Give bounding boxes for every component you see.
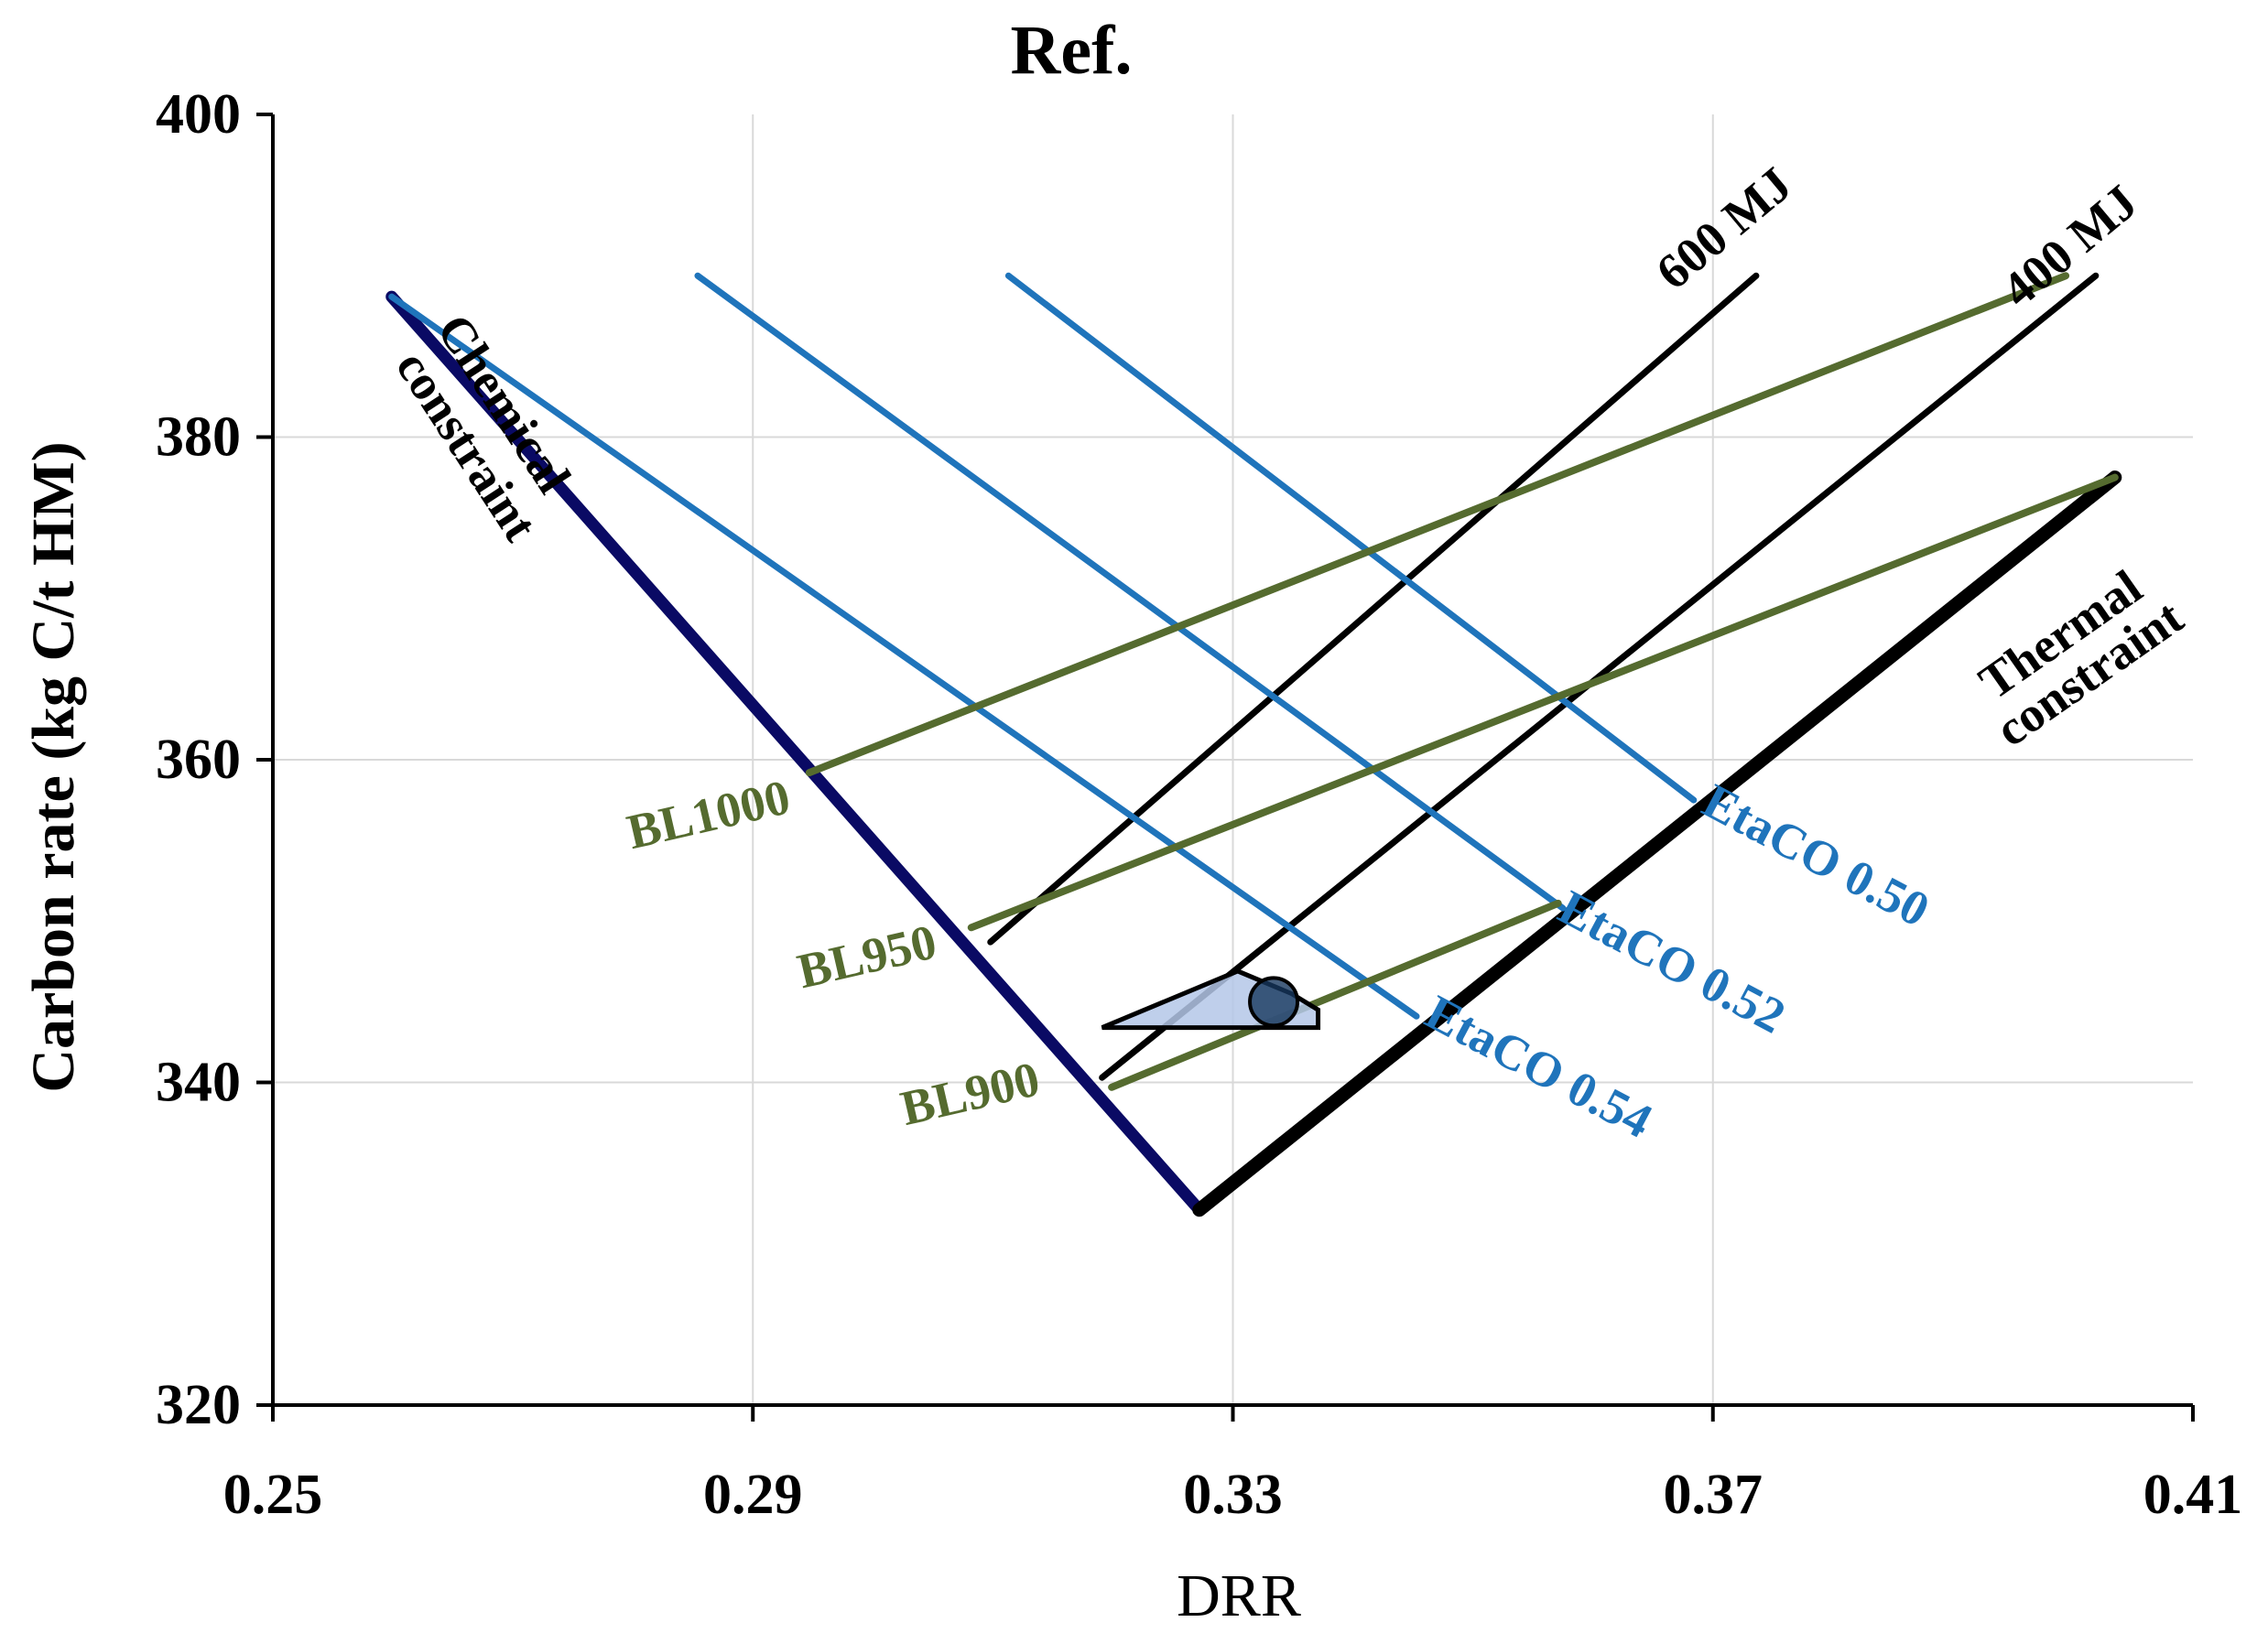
series-line-etaco-0-52 bbox=[694, 272, 1567, 912]
y-tick-label: 360 bbox=[156, 729, 241, 791]
y-axis-title: Carbon rate (kg C/t HM) bbox=[20, 441, 87, 1092]
series-line-bl900 bbox=[1108, 899, 1562, 1091]
annotation-bl950: BL950 bbox=[792, 914, 941, 999]
x-tick-label: 0.29 bbox=[703, 1464, 803, 1526]
x-axis-title: DRR bbox=[1177, 1563, 1301, 1629]
annotation-etaco-0-54: EtaCO 0.54 bbox=[1416, 984, 1661, 1149]
series-line-600-mj bbox=[987, 272, 1760, 946]
x-tick-label: 0.33 bbox=[1183, 1464, 1283, 1526]
annotation-bl1000: BL1000 bbox=[622, 769, 795, 860]
series-line-etaco-0-54 bbox=[388, 293, 1420, 1020]
series-line-bl1000 bbox=[805, 272, 2070, 777]
series-line-etaco-0-50 bbox=[1004, 272, 1698, 804]
annotation-etaco-0-52: EtaCO 0.52 bbox=[1550, 880, 1795, 1044]
chart-title: Ref. bbox=[1011, 12, 1133, 89]
y-tick-label: 320 bbox=[156, 1374, 241, 1436]
annotation-etaco-0-50: EtaCO 0.50 bbox=[1694, 773, 1938, 937]
y-tick-label: 340 bbox=[156, 1052, 241, 1114]
series-line-thermal-constraint bbox=[1192, 470, 2122, 1217]
x-tick-label: 0.37 bbox=[1664, 1464, 1763, 1526]
series-line-chemical-constraint bbox=[385, 290, 1206, 1217]
annotation-bl900: BL900 bbox=[895, 1051, 1045, 1136]
series-line-bl950 bbox=[967, 473, 2119, 932]
annotation-600-mj: 600 MJ bbox=[1646, 157, 1803, 300]
y-tick-label: 380 bbox=[156, 406, 241, 469]
y-tick-label: 400 bbox=[156, 83, 241, 146]
x-tick-label: 0.25 bbox=[223, 1464, 323, 1526]
x-tick-label: 0.41 bbox=[2143, 1464, 2243, 1526]
operating-point bbox=[1248, 976, 1300, 1028]
